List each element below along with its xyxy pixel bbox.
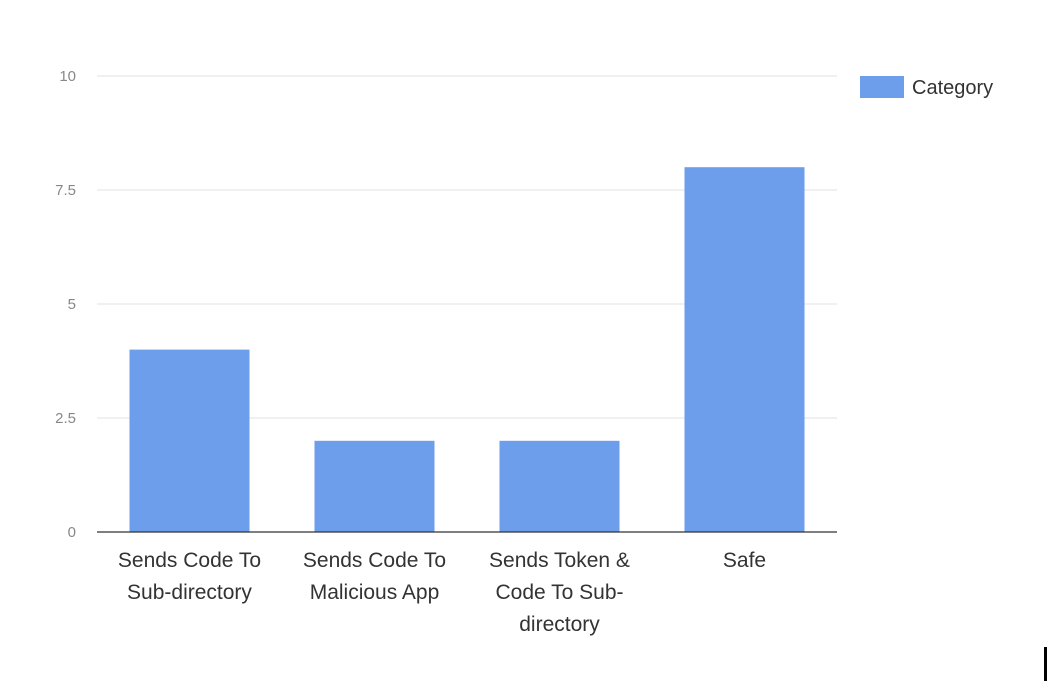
y-tick-label: 5 (68, 296, 76, 313)
bars (129, 167, 805, 532)
x-tick-label: Safe (723, 549, 766, 572)
x-axis-labels: Sends Code To Sub-directory Sends Code To M… (118, 549, 766, 636)
y-axis-ticks: 0 2.5 5 7.5 10 (55, 68, 76, 541)
bar (314, 440, 435, 532)
y-tick-label: 2.5 (55, 410, 76, 427)
bar (684, 167, 805, 532)
bar (499, 440, 620, 532)
edge-marker (1044, 647, 1047, 681)
legend: Category (860, 76, 993, 99)
y-tick-label: 0 (68, 524, 76, 541)
x-tick-label: Sends Code To Sub-directory (118, 549, 261, 604)
y-tick-label: 10 (59, 68, 76, 85)
x-tick-label: Sends Token & Code To Sub-directory (489, 549, 630, 636)
legend-label-category: Category (912, 77, 993, 99)
legend-swatch-category (860, 76, 904, 98)
bar (129, 349, 250, 532)
x-tick-label: Sends Code To Malicious App (303, 549, 446, 604)
y-tick-label: 7.5 (55, 182, 76, 199)
